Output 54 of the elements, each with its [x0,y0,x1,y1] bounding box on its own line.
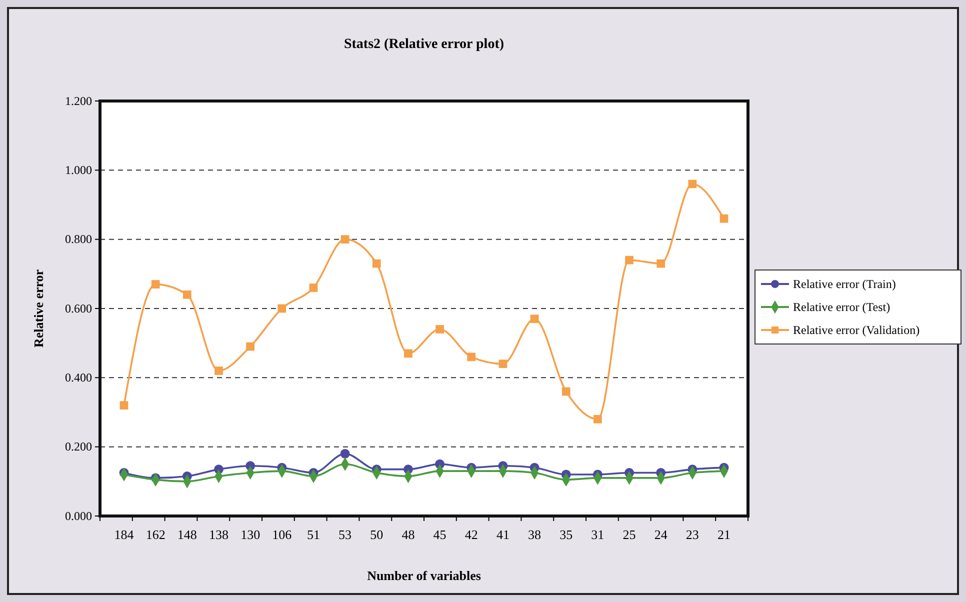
x-tick-label: 23 [686,527,699,542]
x-tick-label: 21 [718,527,730,542]
point [467,352,476,362]
point [720,214,728,223]
x-tick-label: 31 [591,527,604,542]
point [246,342,254,351]
point [436,325,444,334]
x-tick-label: 50 [370,527,384,542]
y-tick-label: 1.000 [65,163,92,178]
y-axis-title: Relative error [31,269,46,348]
point [214,366,223,375]
y-tick-label: 0.200 [65,440,92,454]
point [688,180,697,188]
x-tick-label: 41 [496,527,510,542]
point [120,401,128,410]
point [340,449,350,458]
legend-label: Relative error (Test) [793,300,890,314]
point [340,235,350,244]
x-tick-label: 25 [622,527,636,542]
point [151,280,160,288]
point [594,414,602,424]
x-tick-label: 51 [306,527,320,542]
x-tick-label: 24 [654,527,668,542]
point [498,360,508,368]
x-tick-label: 184 [114,527,134,542]
point [278,304,286,313]
x-tick-label: 130 [240,527,260,542]
legend-label: Relative error (Train) [793,277,896,291]
point [182,290,192,299]
x-tick-label: 45 [433,527,446,542]
y-tick-label: 0.000 [65,508,92,523]
x-tick-label: 138 [208,527,228,542]
legend-label: Relative error (Validation) [793,323,920,337]
point [530,314,539,324]
y-tick-label: 0.600 [65,301,92,316]
point [372,259,381,268]
x-tick-label: 106 [272,527,292,542]
y-tick-label: 1.200 [65,94,92,108]
point [656,259,666,268]
y-tick-label: 0.800 [65,232,92,246]
chart-title: Stats2 (Relative error plot) [344,37,504,52]
point [625,256,634,264]
x-tick-label: 48 [402,527,415,542]
x-axis-title: Number of variables [367,568,481,583]
point [309,284,318,292]
point [404,349,412,358]
point [562,387,570,396]
x-tick-label: 38 [528,527,542,542]
x-tick-label: 53 [338,527,352,542]
y-tick-label: 0.400 [65,370,92,385]
x-tick-label: 35 [560,527,573,542]
x-tick-label: 148 [177,527,197,542]
x-tick-label: 162 [146,527,166,542]
x-tick-label: 42 [464,527,478,542]
